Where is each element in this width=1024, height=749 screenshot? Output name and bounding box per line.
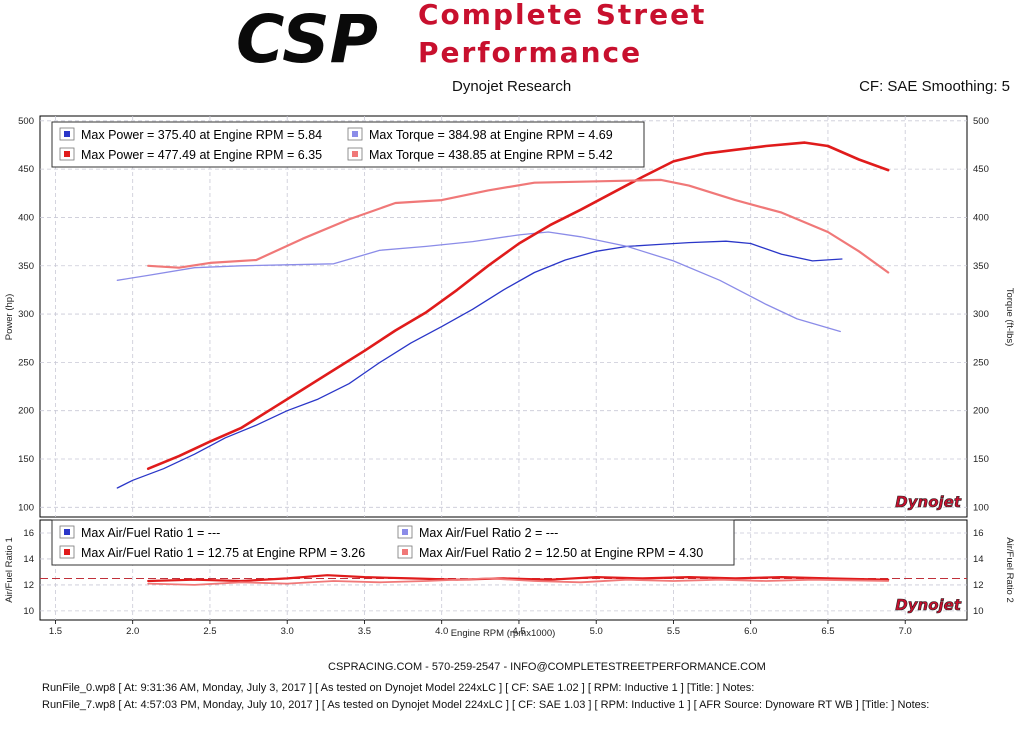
correction-factor-label: CF: SAE Smoothing: 5: [859, 78, 1010, 95]
torque-axis-title: Torque (ft-lbs): [1004, 288, 1015, 347]
x-tick-label: 4.0: [435, 626, 448, 637]
contact-line: CSPRACING.COM - 570-259-2547 - INFO@COMP…: [328, 661, 766, 673]
y-tick-label-right: 250: [973, 357, 989, 368]
y-tick-label-right: 200: [973, 406, 989, 417]
y-tick-label-right: 14: [973, 554, 984, 565]
y-tick-label-left: 350: [18, 261, 34, 272]
series-line-power-run-0: [116, 240, 843, 489]
x-tick-label: 3.0: [281, 626, 294, 637]
legend-swatch: [402, 549, 408, 555]
legend-label: Max Torque = 384.98 at Engine RPM = 4.69: [369, 128, 613, 142]
series-line-power-run-7: [146, 141, 890, 471]
y-tick-label-right: 450: [973, 164, 989, 175]
legend-swatch: [64, 151, 70, 157]
air-fuel-plot: 10 12 14 16 10 12 14 16 Dynojet Max Air/Fuel R…: [4, 519, 1015, 621]
dyno-title: Dynojet Research: [452, 78, 572, 95]
legend-label: Max Power = 477.49 at Engine RPM = 6.35: [81, 148, 322, 162]
y-tick-label-left: 300: [18, 309, 34, 320]
dynojet-watermark: Dynojet: [895, 596, 962, 614]
afr1-axis-title: Air/Fuel Ratio 1: [4, 537, 15, 602]
legend-box: [51, 519, 735, 566]
y-tick-label-left: 16: [23, 528, 34, 539]
y-tick-label-left: 14: [23, 554, 34, 565]
legend-swatch: [402, 529, 408, 535]
y-tick-label-right: 500: [973, 116, 989, 127]
y-tick-label-right: 100: [973, 502, 989, 513]
x-tick-label: 2.5: [203, 626, 216, 637]
series-line-torque-run-0: [116, 231, 841, 333]
y-tick-label-right: 350: [973, 261, 989, 272]
legend-label: Max Air/Fuel Ratio 1 = ---: [81, 526, 220, 540]
legend-swatch: [64, 131, 70, 137]
y-tick-label-left: 12: [23, 580, 34, 591]
runfile-0-info: RunFile_0.wp8 [ At: 9:31:36 AM, Monday, …: [42, 682, 755, 694]
x-tick-label: 5.0: [590, 626, 603, 637]
power-torque-plot: 100 150 200 250 300 350 400 450 500 100 150 200 250…: [4, 115, 1015, 518]
y-tick-label-left: 450: [18, 164, 34, 175]
series-line-torque-run-7: [147, 178, 890, 274]
y-tick-label-left: 500: [18, 116, 34, 127]
legend-swatch: [64, 529, 70, 535]
y-tick-label-right: 12: [973, 580, 984, 591]
legend-label: Max Power = 375.40 at Engine RPM = 5.84: [81, 128, 322, 142]
y-tick-label-left: 150: [18, 454, 34, 465]
y-tick-label-left: 10: [23, 606, 34, 617]
dyno-chart: 100 150 200 250 300 350 400 450 500 100 150 200 250…: [4, 115, 1015, 639]
series-line-afr-2-run-7: [147, 577, 890, 586]
csp-logo: CSP: [236, 2, 378, 70]
x-tick-label: 2.0: [126, 626, 139, 637]
brand-name-line1: Complete Street: [418, 0, 707, 31]
y-tick-label-right: 16: [973, 528, 984, 539]
x-tick-label: 5.5: [667, 626, 680, 637]
legend-label: Max Air/Fuel Ratio 2 = 12.50 at Engine R…: [419, 546, 703, 560]
y-tick-label-left: 250: [18, 357, 34, 368]
legend-label: Max Air/Fuel Ratio 2 = ---: [419, 526, 558, 540]
y-tick-label-right: 150: [973, 454, 989, 465]
y-tick-label-right: 300: [973, 309, 989, 320]
x-tick-label: 3.5: [358, 626, 371, 637]
x-tick-label: 1.5: [49, 626, 62, 637]
legend-label: Max Air/Fuel Ratio 1 = 12.75 at Engine R…: [81, 546, 365, 560]
y-tick-label-right: 400: [973, 212, 989, 223]
x-tick-label: 6.5: [821, 626, 834, 637]
y-tick-label-left: 400: [18, 212, 34, 223]
x-tick-label: 7.0: [899, 626, 912, 637]
legend-swatch: [64, 549, 70, 555]
legend-swatch: [352, 151, 358, 157]
y-tick-label-left: 100: [18, 502, 34, 513]
runfile-7-info: RunFile_7.wp8 [ At: 4:57:03 PM, Monday, …: [42, 699, 930, 711]
x-tick-label: 6.0: [744, 626, 757, 637]
svg-text:CSP: CSP: [236, 2, 378, 70]
dynojet-watermark: Dynojet: [895, 493, 962, 511]
afr2-axis-title: Air/Fuel Ratio 2: [1004, 537, 1015, 602]
y-tick-label-left: 200: [18, 406, 34, 417]
legend-swatch: [352, 131, 358, 137]
brand-name-line2: Performance: [418, 36, 643, 69]
legend-label: Max Torque = 438.85 at Engine RPM = 5.42: [369, 148, 613, 162]
y-tick-label-right: 10: [973, 606, 984, 617]
x-tick-label: 4.5: [512, 626, 525, 637]
rpm-axis-title: Engine RPM (rpmx1000): [451, 628, 556, 639]
power-axis-title: Power (hp): [4, 294, 15, 340]
